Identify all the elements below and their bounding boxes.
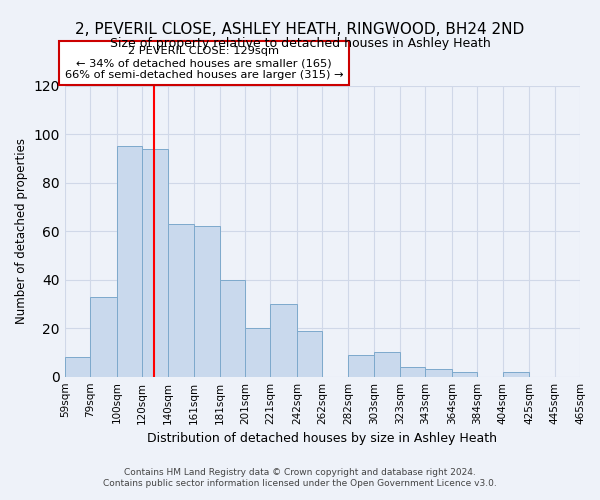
Text: 2 PEVERIL CLOSE: 129sqm
← 34% of detached houses are smaller (165)
66% of semi-d: 2 PEVERIL CLOSE: 129sqm ← 34% of detache… [65,46,343,80]
Bar [452,372,477,376]
Bar [400,367,425,376]
Bar [374,352,400,376]
Bar [117,146,142,376]
Bar [271,304,297,376]
Bar [297,330,322,376]
Bar [503,372,529,376]
Bar [245,328,271,376]
Bar [194,226,220,376]
Bar [167,224,194,376]
Bar [142,148,167,376]
Bar [90,296,117,376]
Y-axis label: Number of detached properties: Number of detached properties [15,138,28,324]
Text: Size of property relative to detached houses in Ashley Heath: Size of property relative to detached ho… [110,38,490,51]
X-axis label: Distribution of detached houses by size in Ashley Heath: Distribution of detached houses by size … [148,432,497,445]
Bar [348,355,374,376]
Bar [65,358,90,376]
Bar [220,280,245,376]
Bar [425,370,452,376]
Text: 2, PEVERIL CLOSE, ASHLEY HEATH, RINGWOOD, BH24 2ND: 2, PEVERIL CLOSE, ASHLEY HEATH, RINGWOOD… [76,22,524,38]
Text: Contains HM Land Registry data © Crown copyright and database right 2024.
Contai: Contains HM Land Registry data © Crown c… [103,468,497,487]
